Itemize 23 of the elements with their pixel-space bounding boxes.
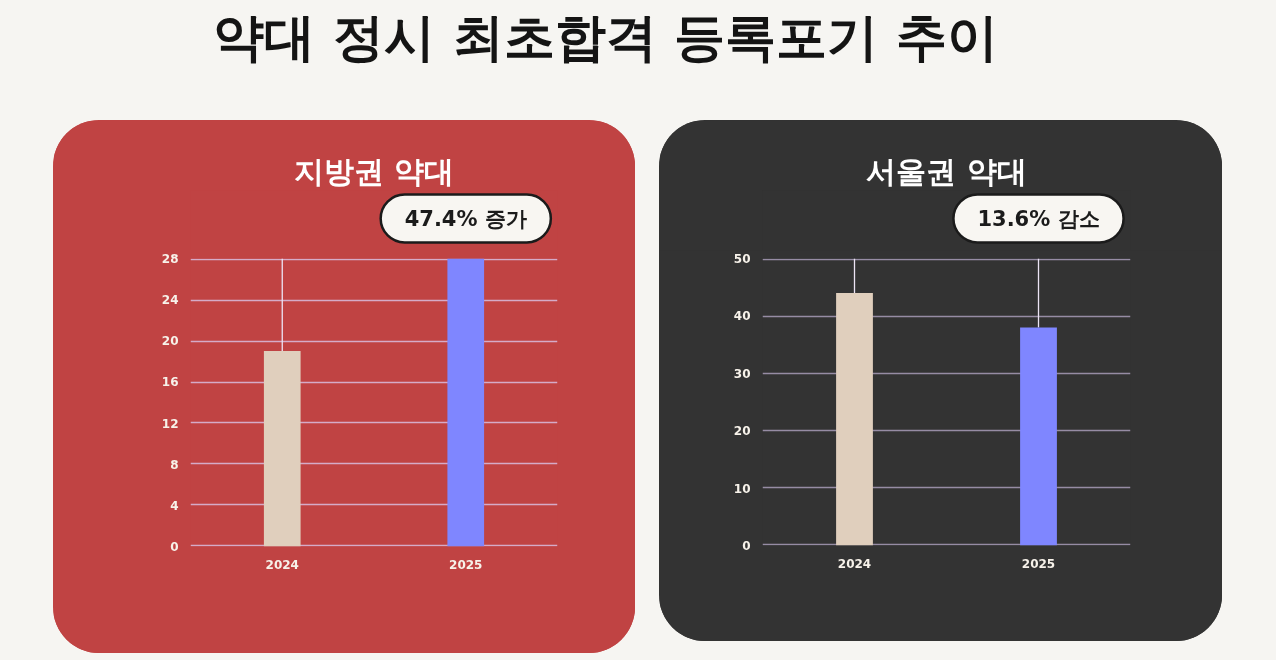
x-tick-label: 2024 bbox=[837, 556, 872, 571]
y-tick-label: 24 bbox=[161, 293, 179, 308]
y-tick-label: 8 bbox=[170, 457, 179, 472]
y-tick-label: 28 bbox=[161, 252, 179, 266]
y-tick-label: 0 bbox=[742, 539, 751, 553]
annotation: 13.6% 감소 bbox=[977, 206, 1100, 231]
chart-title: 지방권 약대 bbox=[293, 153, 455, 189]
y-tick-label: 40 bbox=[733, 309, 751, 324]
y-tick-label: 0 bbox=[170, 540, 179, 554]
y-tick-label: 20 bbox=[161, 334, 179, 349]
x-tick-label: 2025 bbox=[449, 557, 483, 572]
y-tick-label: 50 bbox=[733, 252, 751, 266]
text: 약대 정시 최초합격 등록포기 추이 bbox=[212, 7, 999, 67]
y-tick-label: 12 bbox=[161, 416, 179, 431]
y-tick-label: 16 bbox=[161, 375, 179, 390]
x-tick-label: 2025 bbox=[1021, 556, 1056, 571]
chart-title: 서울권 약대 bbox=[866, 153, 1027, 189]
x-tick-label: 2024 bbox=[265, 557, 299, 572]
y-tick-label: 10 bbox=[733, 481, 751, 496]
annotation: 47.4% 증가 bbox=[404, 206, 527, 231]
y-tick-label: 20 bbox=[733, 424, 751, 439]
y-tick-label: 4 bbox=[170, 498, 179, 513]
y-tick-label: 30 bbox=[733, 366, 751, 381]
